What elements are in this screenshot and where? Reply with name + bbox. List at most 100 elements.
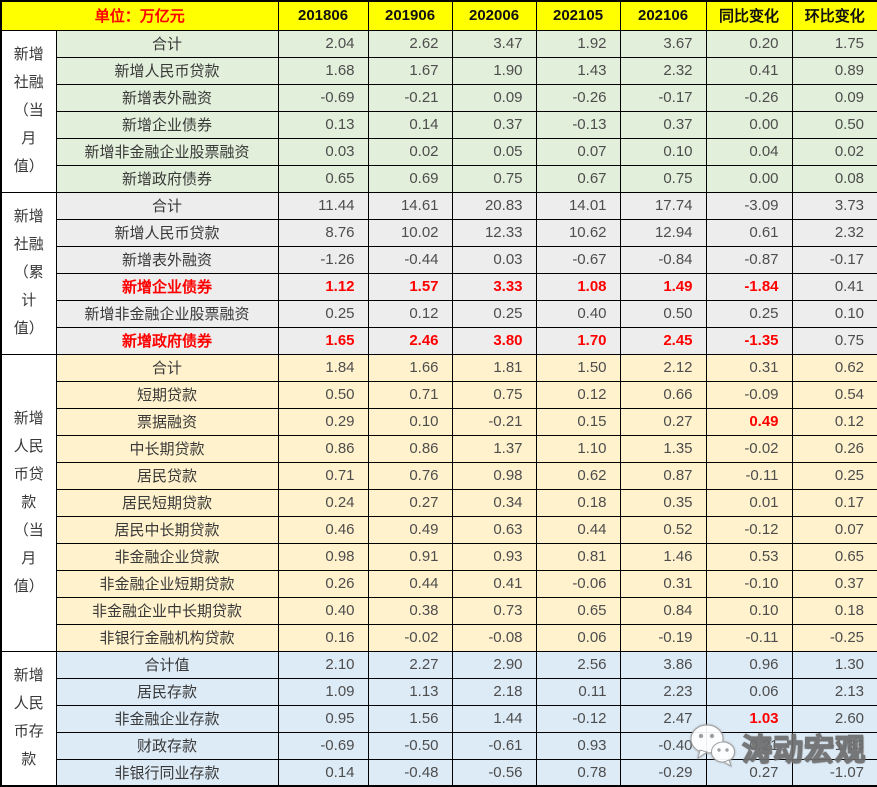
data-cell: 2.18 — [451, 677, 537, 706]
row-label: 新增政府债券 — [55, 164, 279, 193]
data-cell: 0.53 — [705, 542, 793, 571]
data-cell: 0.66 — [619, 380, 707, 409]
data-cell: -0.21 — [451, 407, 537, 436]
data-cell: 0.93 — [535, 731, 621, 760]
data-cell: -0.69 — [277, 83, 369, 112]
column-header-3: 202105 — [535, 0, 621, 31]
table-row: 非金融企业短期贷款 0.26 0.44 0.41 -0.06 0.31 -0.10 0.37 — [1, 569, 877, 598]
data-cell: -0.87 — [705, 245, 793, 274]
header-row: 单位：万亿元 201806 201906 202006 202105 202106 同比变化… — [0, 0, 877, 31]
data-cell: -0.25 — [791, 623, 877, 652]
data-cell: 0.71 — [367, 380, 453, 409]
data-cell: 0.52 — [619, 515, 707, 544]
row-label: 非银行同业存款 — [55, 758, 279, 787]
data-cell: 2.23 — [619, 677, 707, 706]
data-cell: -1.33 — [791, 731, 877, 760]
data-cell: -0.26 — [705, 83, 793, 112]
group-label: 新增 社融 （当月值） — [0, 29, 57, 193]
row-label: 新增人民币贷款 — [55, 218, 279, 247]
data-cell: 3.73 — [791, 191, 877, 220]
row-label: 中长期贷款 — [55, 434, 279, 463]
data-cell: 0.41 — [791, 272, 877, 301]
table-row: 新增表外融资 -0.69 -0.21 0.09 -0.26 -0.17 -0.26 0.09 — [1, 83, 877, 112]
data-cell: 0.09 — [451, 83, 537, 112]
row-label: 合计 — [55, 29, 279, 58]
row-label: 新增企业债券 — [55, 272, 279, 301]
table-row: 居民贷款 0.71 0.76 0.98 0.62 0.87 -0.11 0.25 — [1, 461, 877, 490]
data-cell: 0.44 — [367, 569, 453, 598]
table-row: 非金融企业贷款 0.98 0.91 0.93 0.81 1.46 0.53 0.65 — [1, 542, 877, 571]
data-cell: 1.92 — [535, 29, 621, 58]
row-label: 合计 — [55, 353, 279, 382]
data-cell: 1.46 — [619, 542, 707, 571]
data-cell: -0.10 — [705, 569, 793, 598]
table-row: 新增政府债券 1.65 2.46 3.80 1.70 2.45 -1.35 0.75 — [1, 326, 877, 355]
data-cell: 1.56 — [367, 704, 453, 733]
data-cell: 0.54 — [791, 380, 877, 409]
data-cell: -0.13 — [535, 110, 621, 139]
row-label: 居民中长期贷款 — [55, 515, 279, 544]
table-row: 财政存款 -0.69 -0.50 -0.61 0.93 -0.40 0.21 -1.33 — [1, 731, 877, 760]
table-row: 短期贷款 0.50 0.71 0.75 0.12 0.66 -0.09 0.54 — [1, 380, 877, 409]
row-label: 短期贷款 — [55, 380, 279, 409]
data-cell: 0.06 — [705, 677, 793, 706]
data-cell: 0.62 — [791, 353, 877, 382]
table-row: 新增非金融企业股票融资 0.03 0.02 0.05 0.07 0.10 0.04 0.02 — [1, 137, 877, 166]
data-cell: 2.90 — [451, 650, 537, 679]
data-cell: 0.41 — [451, 569, 537, 598]
data-cell: 2.32 — [619, 56, 707, 85]
data-cell: 0.73 — [451, 596, 537, 625]
group-label-line: 款 — [21, 493, 37, 511]
data-cell: 0.00 — [705, 110, 793, 139]
data-cell: -0.56 — [451, 758, 537, 787]
data-cell: 0.49 — [705, 407, 793, 436]
data-cell: -0.11 — [705, 623, 793, 652]
row-group-3: 新增 人民 币存款合计值 2.10 2.27 2.90 2.56 3.86 0.96 1.30 居民… — [0, 650, 877, 787]
data-cell: -0.09 — [705, 380, 793, 409]
data-cell: 1.70 — [535, 326, 621, 355]
data-cell: 0.38 — [367, 596, 453, 625]
data-cell: 0.37 — [791, 569, 877, 598]
row-label: 非金融企业短期贷款 — [55, 569, 279, 598]
data-cell: 0.13 — [277, 110, 369, 139]
data-cell: 0.46 — [277, 515, 369, 544]
data-cell: 0.18 — [791, 596, 877, 625]
row-label: 合计值 — [55, 650, 279, 679]
data-cell: -1.84 — [705, 272, 793, 301]
group-label-line: 值） — [13, 577, 44, 595]
data-cell: 0.02 — [791, 137, 877, 166]
row-label: 居民贷款 — [55, 461, 279, 490]
data-cell: 2.04 — [277, 29, 369, 58]
data-cell: 0.65 — [791, 542, 877, 571]
data-cell: 0.84 — [619, 596, 707, 625]
group-label-line: 月 — [21, 130, 37, 147]
table-row: 非银行同业存款 0.14 -0.48 -0.56 0.78 -0.29 0.27 -1.07 — [1, 758, 877, 787]
table-row: 非金融企业存款 0.95 1.56 1.44 -0.12 2.47 1.03 2.60 — [1, 704, 877, 733]
data-cell: 1.81 — [451, 353, 537, 382]
group-label-line: （累 — [13, 264, 44, 281]
table-row: 新增政府债券 0.65 0.69 0.75 0.67 0.75 0.00 0.08 — [1, 164, 877, 193]
data-cell: 0.75 — [791, 326, 877, 355]
data-cell: 0.78 — [535, 758, 621, 787]
data-cell: 0.69 — [367, 164, 453, 193]
table-row: 居民短期贷款 0.24 0.27 0.34 0.18 0.35 0.01 0.17 — [1, 488, 877, 517]
data-cell: 0.62 — [535, 461, 621, 490]
data-cell: 0.25 — [791, 461, 877, 490]
table-row: 新增表外融资 -1.26 -0.44 0.03 -0.67 -0.84 -0.87 -0.17 — [1, 245, 877, 274]
data-cell: 0.98 — [277, 542, 369, 571]
data-cell: 0.17 — [791, 488, 877, 517]
group-label-lines: 新增 社融 （累计值） — [2, 203, 55, 343]
data-cell: -0.08 — [451, 623, 537, 652]
data-cell: 1.68 — [277, 56, 369, 85]
data-cell: 0.96 — [705, 650, 793, 679]
data-cell: 10.62 — [535, 218, 621, 247]
data-cell: 0.12 — [367, 299, 453, 328]
data-cell: 2.45 — [619, 326, 707, 355]
data-cell: 1.66 — [367, 353, 453, 382]
data-cell: 3.80 — [451, 326, 537, 355]
data-cell: 0.75 — [451, 164, 537, 193]
table-row: 非金融企业中长期贷款 0.40 0.38 0.73 0.65 0.84 0.10 0.18 — [1, 596, 877, 625]
data-cell: 14.01 — [535, 191, 621, 220]
